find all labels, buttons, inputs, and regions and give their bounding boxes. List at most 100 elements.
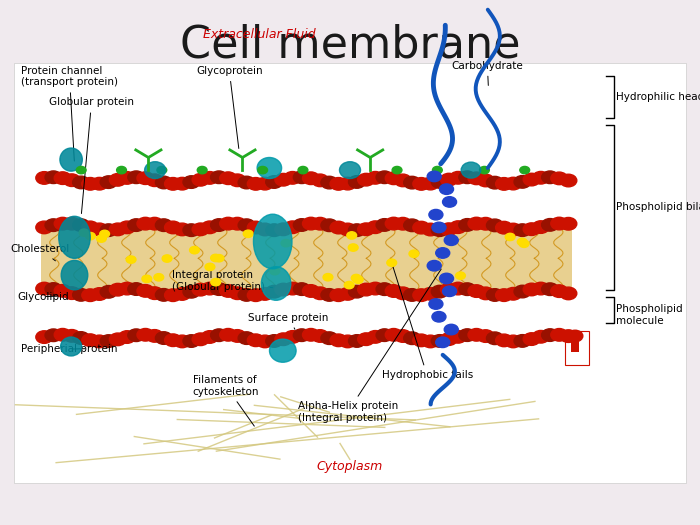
Text: Glycoprotein: Glycoprotein: [196, 66, 262, 149]
Circle shape: [202, 172, 218, 184]
Circle shape: [340, 335, 356, 348]
Circle shape: [238, 289, 255, 301]
Circle shape: [444, 235, 458, 246]
Circle shape: [256, 177, 273, 190]
Circle shape: [523, 223, 540, 236]
Circle shape: [395, 330, 412, 342]
Circle shape: [220, 329, 237, 341]
Circle shape: [349, 224, 365, 236]
Circle shape: [404, 219, 421, 232]
Circle shape: [413, 177, 430, 190]
Circle shape: [551, 329, 568, 341]
Text: Hydrophobic tails: Hydrophobic tails: [382, 261, 472, 381]
Circle shape: [229, 287, 246, 299]
Circle shape: [427, 260, 441, 271]
Circle shape: [486, 176, 503, 189]
Circle shape: [266, 176, 283, 188]
Circle shape: [367, 331, 384, 343]
Circle shape: [229, 330, 246, 342]
Circle shape: [64, 174, 80, 186]
Circle shape: [275, 284, 292, 296]
Circle shape: [266, 335, 283, 348]
Circle shape: [100, 335, 117, 348]
Circle shape: [162, 255, 172, 262]
Circle shape: [440, 173, 457, 186]
Circle shape: [560, 330, 577, 342]
Text: Phospholipid
molecule: Phospholipid molecule: [616, 304, 682, 326]
Ellipse shape: [270, 339, 296, 362]
Circle shape: [456, 272, 466, 279]
Circle shape: [137, 217, 154, 230]
Ellipse shape: [461, 162, 481, 178]
Circle shape: [367, 282, 384, 295]
Circle shape: [413, 289, 430, 301]
Circle shape: [293, 219, 310, 232]
Circle shape: [193, 173, 209, 186]
Circle shape: [349, 176, 365, 188]
Circle shape: [346, 232, 356, 239]
Text: Phospholipid bilayer: Phospholipid bilayer: [616, 202, 700, 213]
Circle shape: [468, 285, 485, 297]
Circle shape: [367, 172, 384, 184]
Circle shape: [505, 177, 522, 190]
Circle shape: [422, 288, 439, 300]
Circle shape: [385, 217, 402, 230]
Circle shape: [340, 177, 356, 190]
Circle shape: [551, 172, 568, 185]
Circle shape: [349, 286, 365, 298]
Circle shape: [211, 254, 220, 261]
Text: Cytoplasm: Cytoplasm: [317, 460, 383, 472]
Circle shape: [97, 235, 106, 242]
Circle shape: [376, 218, 393, 231]
Circle shape: [197, 166, 207, 174]
Circle shape: [211, 329, 228, 341]
Circle shape: [429, 299, 443, 309]
Circle shape: [211, 278, 220, 286]
Circle shape: [109, 333, 126, 345]
Circle shape: [330, 221, 347, 234]
Circle shape: [128, 329, 145, 342]
Circle shape: [449, 331, 466, 343]
Circle shape: [542, 218, 559, 231]
Circle shape: [321, 289, 337, 301]
Circle shape: [404, 176, 421, 189]
Circle shape: [275, 223, 292, 236]
Circle shape: [440, 273, 454, 284]
Circle shape: [312, 287, 328, 300]
Circle shape: [220, 285, 237, 297]
Ellipse shape: [261, 267, 290, 300]
Circle shape: [256, 335, 273, 348]
Circle shape: [431, 285, 448, 298]
Circle shape: [137, 285, 154, 297]
Circle shape: [444, 324, 458, 335]
Circle shape: [91, 223, 108, 236]
Circle shape: [293, 171, 310, 184]
Circle shape: [100, 286, 117, 298]
Circle shape: [435, 248, 449, 258]
Circle shape: [321, 219, 337, 232]
Circle shape: [496, 289, 512, 301]
Ellipse shape: [59, 216, 90, 258]
Text: Globular protein: Globular protein: [49, 97, 134, 214]
Circle shape: [533, 172, 550, 184]
Circle shape: [82, 289, 99, 301]
Circle shape: [99, 230, 109, 238]
Circle shape: [413, 222, 430, 234]
Ellipse shape: [61, 260, 88, 290]
Circle shape: [109, 223, 126, 236]
Circle shape: [542, 329, 559, 341]
Circle shape: [54, 285, 71, 297]
Circle shape: [514, 224, 531, 236]
Circle shape: [427, 171, 441, 182]
Circle shape: [73, 332, 90, 344]
Circle shape: [387, 259, 397, 266]
Text: Cholesterol: Cholesterol: [10, 244, 70, 261]
Circle shape: [174, 223, 190, 236]
Circle shape: [367, 221, 384, 234]
Circle shape: [214, 255, 224, 262]
Text: Hydrophilic heads: Hydrophilic heads: [616, 92, 700, 102]
Circle shape: [468, 217, 485, 230]
Circle shape: [395, 217, 412, 230]
Circle shape: [432, 311, 446, 322]
Circle shape: [45, 219, 62, 232]
